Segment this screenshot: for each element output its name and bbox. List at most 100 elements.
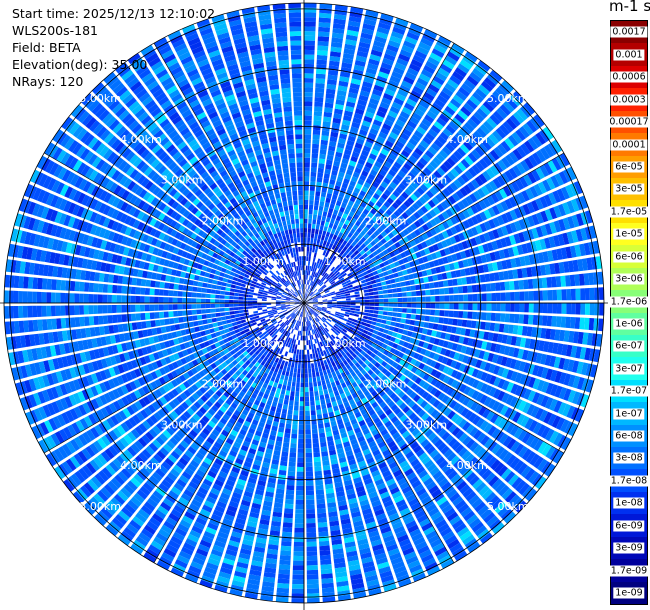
range-gate-cell (295, 391, 300, 397)
range-gate-cell (476, 255, 483, 265)
range-gate-cell (365, 9, 379, 17)
range-gate-cell (449, 515, 461, 526)
range-gate-cell (290, 443, 297, 449)
range-gate-cell (321, 277, 326, 282)
range-gate-cell (539, 147, 551, 160)
range-gate-cell (500, 172, 510, 184)
range-gate-cell (442, 188, 451, 197)
range-gate-cell (330, 218, 335, 224)
range-gate-cell (318, 205, 324, 212)
range-gate-cell (353, 230, 360, 237)
range-gate-cell (351, 241, 357, 247)
range-gate-cell (421, 456, 431, 465)
range-gate-cell (313, 299, 318, 301)
range-gate-cell (410, 366, 418, 374)
range-gate-cell (347, 250, 354, 257)
range-gate-cell (353, 112, 363, 120)
range-gate-cell (457, 260, 465, 269)
range-gate-cell (347, 343, 353, 349)
range-gate-cell (289, 395, 295, 401)
range-gate-cell (328, 145, 336, 152)
range-gate-cell (547, 142, 559, 156)
range-gate-cell (459, 187, 468, 197)
range-gate-cell (304, 101, 313, 107)
range-gate-cell (373, 339, 380, 345)
range-gate-cell (478, 84, 490, 96)
range-gate-cell (383, 201, 391, 209)
range-gate-cell (425, 481, 437, 491)
range-gate-cell (319, 282, 324, 287)
range-gate-cell (348, 211, 355, 218)
range-gate-cell (567, 374, 576, 388)
range-gate-cell (382, 315, 388, 320)
range-gate-cell (396, 333, 403, 339)
range-gate-cell (415, 314, 421, 321)
range-gate-cell (423, 247, 431, 255)
range-gate-cell (373, 260, 379, 267)
range-gate-cell (405, 208, 413, 217)
range-gate-cell (580, 394, 590, 408)
range-gate-cell (364, 309, 370, 313)
range-gate-cell (451, 441, 461, 451)
range-gate-cell (291, 433, 298, 439)
range-gate-cell (346, 282, 352, 286)
range-gate-cell (363, 246, 369, 253)
range-gate-cell (368, 253, 375, 259)
range-gate-cell (378, 306, 384, 311)
range-gate-cell (460, 507, 473, 518)
range-gate-cell (523, 279, 529, 290)
range-gate-cell (442, 128, 453, 138)
range-gate-cell (316, 59, 327, 65)
range-gate-cell (437, 258, 444, 266)
range-gate-cell (293, 410, 299, 416)
range-gate-cell (436, 135, 447, 145)
range-gate-cell (428, 507, 440, 517)
range-gate-cell (306, 246, 310, 252)
range-gate-cell (366, 349, 373, 356)
range-gate-cell (297, 457, 304, 463)
range-gate-cell (336, 297, 342, 300)
range-gate-cell (324, 290, 330, 294)
range-gate-cell (353, 336, 359, 341)
range-gate-cell (304, 134, 312, 140)
range-gate-cell (342, 365, 348, 372)
range-gate-cell (535, 198, 544, 210)
range-gate-cell (551, 276, 557, 288)
range-gate-cell (461, 83, 473, 94)
range-gate-cell (370, 279, 377, 285)
range-gate-cell (371, 44, 384, 53)
range-gate-cell (310, 310, 314, 314)
range-gate-cell (487, 352, 495, 362)
range-gate-cell (410, 223, 418, 231)
range-gate-cell (522, 402, 531, 414)
range-gate-cell (404, 348, 412, 356)
range-gate-cell (381, 393, 389, 401)
range-gate-cell (448, 287, 454, 294)
range-gate-cell (527, 390, 536, 402)
range-gate-cell (438, 223, 446, 232)
range-gate-cell (402, 341, 409, 348)
range-gate-cell (491, 498, 503, 510)
range-gate-cell (311, 367, 315, 373)
range-gate-cell (336, 341, 342, 347)
range-gate-cell (429, 209, 437, 218)
range-gate-cell (484, 373, 493, 384)
range-gate-cell (299, 410, 304, 416)
range-gate-cell (393, 144, 402, 153)
range-gate-cell (276, 587, 289, 594)
range-gate-cell (496, 215, 505, 226)
range-gate-cell (297, 340, 301, 345)
range-gate-cell (567, 389, 576, 403)
range-gate-cell (346, 298, 351, 301)
range-gate-cell (314, 391, 319, 397)
range-gate-cell (373, 84, 385, 93)
range-gate-cell (400, 318, 406, 324)
range-gate-cell (597, 271, 604, 285)
range-gate-cell (505, 211, 514, 222)
range-gate-cell (360, 267, 367, 273)
range-gate-cell (407, 184, 416, 193)
range-gate-cell (442, 375, 451, 384)
range-gate-cell (537, 181, 547, 194)
range-gate-cell (346, 322, 352, 326)
range-gate-cell (402, 385, 410, 393)
